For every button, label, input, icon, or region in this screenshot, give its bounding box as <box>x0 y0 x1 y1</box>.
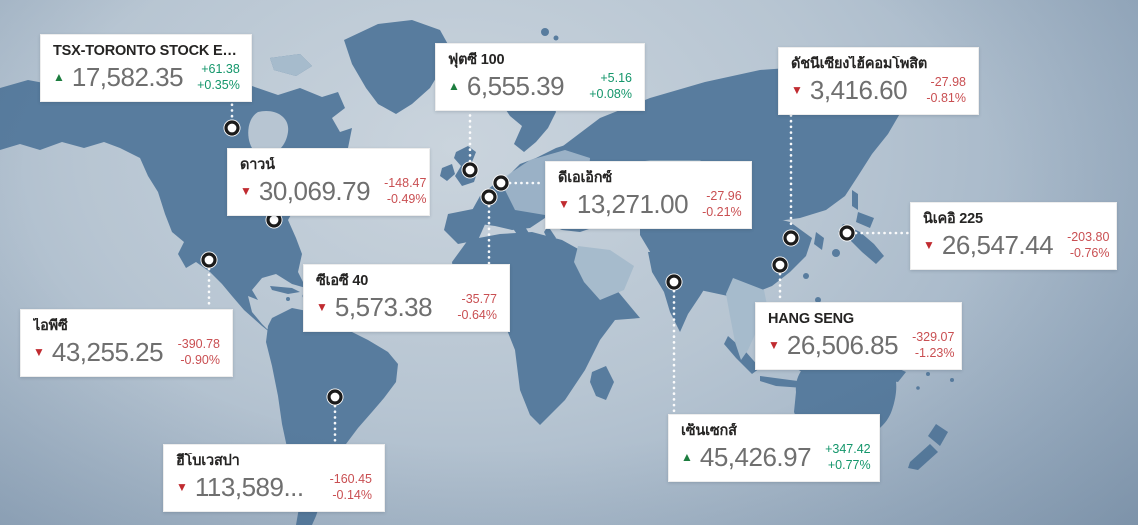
index-change-pct: +0.08% <box>589 87 632 102</box>
index-value: 5,573.38 <box>334 291 433 322</box>
index-change-pct: -0.14% <box>332 488 372 503</box>
index-changes: -160.45 -0.14% <box>316 471 372 504</box>
index-title: ดีเอเอ็กซ์ <box>558 170 612 186</box>
index-card-hang-seng[interactable]: HANG SENG ▼ 26,506.85 -329.07 -1.23% <box>755 302 962 370</box>
trend-down-icon: ▼ <box>33 345 45 360</box>
index-title: ไอพีซี <box>33 318 68 334</box>
index-value: 26,547.44 <box>941 229 1054 260</box>
index-title: TSX-TORONTO STOCK EX... <box>53 43 239 59</box>
index-changes: -390.78 -0.90% <box>164 336 220 369</box>
index-changes: -27.96 -0.21% <box>688 188 742 221</box>
map-marker-shanghai[interactable] <box>782 229 800 247</box>
index-change: -27.98 <box>930 74 966 89</box>
index-changes: +61.38 +0.35% <box>183 61 240 94</box>
index-title: ซีเอซี 40 <box>316 273 369 289</box>
index-card-shanghai-composite[interactable]: ดัชนีเซี่ยงไฮ้คอมโพสิต ▼ 3,416.60 -27.98… <box>778 47 979 115</box>
index-card-dax[interactable]: ดีเอเอ็กซ์ ▼ 13,271.00 -27.96 -0.21% <box>545 161 752 229</box>
index-title: ฮีโบเวสปา <box>176 453 240 469</box>
index-card-dow[interactable]: ดาวน์ ▼ 30,069.79 -148.47 -0.49% <box>227 148 430 216</box>
map-marker-hong-kong[interactable] <box>771 256 789 274</box>
index-card-tsx[interactable]: TSX-TORONTO STOCK EX... ▲ 17,582.35 +61.… <box>40 34 252 102</box>
trend-down-icon: ▼ <box>240 184 252 199</box>
index-value: 6,555.39 <box>466 70 565 101</box>
index-change-pct: +0.35% <box>197 78 240 93</box>
index-card-nikkei-225[interactable]: นิเคอิ 225 ▼ 26,547.44 -203.80 -0.76% <box>910 202 1117 270</box>
index-changes: -329.07 -1.23% <box>898 329 954 362</box>
index-change: -390.78 <box>177 336 220 351</box>
index-change-pct: -0.81% <box>926 91 966 106</box>
index-changes: -35.77 -0.64% <box>443 291 497 324</box>
trend-up-icon: ▲ <box>448 79 460 94</box>
trend-up-icon: ▲ <box>681 450 693 465</box>
index-value: 26,506.85 <box>786 329 899 360</box>
index-value: 43,255.25 <box>51 336 164 367</box>
index-change: -329.07 <box>912 329 955 344</box>
index-value: 30,069.79 <box>258 175 371 206</box>
index-change: +5.16 <box>600 70 632 85</box>
index-change: -203.80 <box>1067 229 1110 244</box>
map-marker-mexico-city[interactable] <box>200 251 218 269</box>
index-title: ดัชนีเซี่ยงไฮ้คอมโพสิต <box>791 56 928 72</box>
trend-down-icon: ▼ <box>558 197 570 212</box>
index-change: -148.47 <box>384 175 427 190</box>
index-card-ibovespa[interactable]: ฮีโบเวสปา ▼ 113,589... -160.45 -0.14% <box>163 444 385 512</box>
index-change-pct: +0.77% <box>827 458 871 473</box>
index-change-pct: -0.76% <box>1069 246 1110 261</box>
index-changes: +347.42 +0.77% <box>811 441 871 474</box>
trend-up-icon: ▲ <box>53 70 65 85</box>
index-change-pct: -0.64% <box>457 308 497 323</box>
index-value: 17,582.35 <box>71 61 184 92</box>
arabia <box>574 246 634 300</box>
trend-down-icon: ▼ <box>923 238 935 253</box>
index-change: +347.42 <box>825 441 871 456</box>
index-card-cac[interactable]: ซีเอซี 40 ▼ 5,573.38 -35.77 -0.64% <box>303 264 510 332</box>
index-change-pct: -1.23% <box>914 346 955 361</box>
greenland <box>344 20 450 114</box>
index-changes: -203.80 -0.76% <box>1053 229 1109 262</box>
japan <box>856 212 874 228</box>
index-value: 3,416.60 <box>809 74 908 105</box>
index-title: นิเคอิ 225 <box>923 211 983 227</box>
index-title: ฟุตซี 100 <box>448 52 505 68</box>
map-marker-toronto[interactable] <box>223 119 241 137</box>
map-marker-frankfurt[interactable] <box>492 174 510 192</box>
index-title: ดาวน์ <box>240 157 275 173</box>
index-title: เซ็นเซกส์ <box>681 423 737 439</box>
index-changes: -27.98 -0.81% <box>912 74 966 107</box>
index-value: 45,426.97 <box>699 441 812 472</box>
index-change: -35.77 <box>461 291 497 306</box>
index-changes: +5.16 +0.08% <box>575 70 632 103</box>
trend-down-icon: ▼ <box>791 83 803 98</box>
index-change-pct: -0.90% <box>180 353 220 368</box>
map-marker-sao-paulo[interactable] <box>326 388 344 406</box>
leader-lines <box>207 97 910 445</box>
index-change-pct: -0.49% <box>386 192 427 207</box>
india <box>648 252 710 332</box>
index-changes: -148.47 -0.49% <box>370 175 426 208</box>
index-value: 113,589... <box>194 471 304 502</box>
index-change: -27.96 <box>706 188 742 203</box>
index-change-pct: -0.21% <box>702 205 742 220</box>
southeast-asia <box>726 278 768 360</box>
index-title: HANG SENG <box>768 311 855 327</box>
index-change: -160.45 <box>329 471 372 486</box>
trend-down-icon: ▼ <box>768 338 780 353</box>
index-card-ipc[interactable]: ไอพีซี ▼ 43,255.25 -390.78 -0.90% <box>20 309 233 377</box>
index-card-ftse[interactable]: ฟุตซี 100 ▲ 6,555.39 +5.16 +0.08% <box>435 43 645 111</box>
trend-down-icon: ▼ <box>316 300 328 315</box>
map-marker-tokyo[interactable] <box>838 224 856 242</box>
index-change: +61.38 <box>201 61 240 76</box>
map-marker-paris[interactable] <box>480 188 498 206</box>
madagascar <box>590 366 614 400</box>
map-markers <box>200 119 856 406</box>
index-value: 13,271.00 <box>576 188 689 219</box>
index-card-sensex[interactable]: เซ็นเซกส์ ▲ 45,426.97 +347.42 +0.77% <box>668 414 880 482</box>
trend-down-icon: ▼ <box>176 480 188 495</box>
new-zealand <box>928 424 948 446</box>
map-marker-london[interactable] <box>461 161 479 179</box>
map-marker-mumbai[interactable] <box>665 273 683 291</box>
